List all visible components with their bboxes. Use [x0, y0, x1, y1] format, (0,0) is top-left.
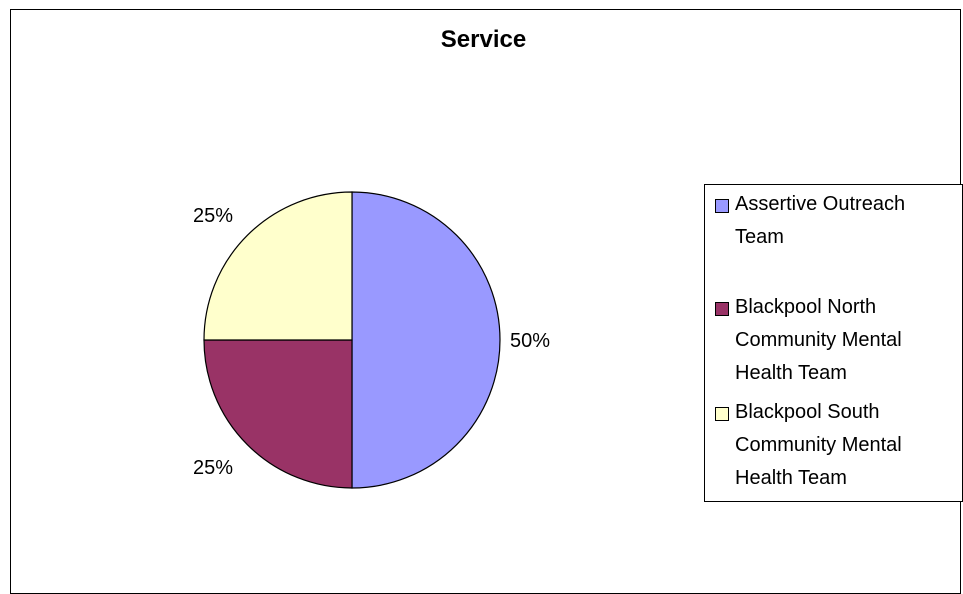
legend-label: Blackpool North Community Mental Health …: [735, 296, 902, 384]
pie-slice-2: [203, 191, 353, 341]
slice-label-2: 25%: [193, 205, 233, 227]
chart-title: Service: [440, 26, 527, 53]
legend-label: Blackpool South Community Mental Health …: [735, 401, 902, 489]
slice-label-1: 25%: [193, 457, 233, 479]
slice-label-0: 50%: [510, 330, 550, 352]
legend-swatch: [715, 407, 729, 421]
legend: Assertive Outreach Team Blackpool North …: [704, 184, 963, 502]
legend-label: Assertive Outreach Team: [735, 193, 906, 248]
legend-item-blackpool-south: Blackpool South Community Mental Health …: [715, 396, 955, 495]
legend-swatch: [715, 302, 729, 316]
legend-item-assertive-outreach: Assertive Outreach Team: [715, 188, 955, 254]
legend-swatch: [715, 199, 729, 213]
legend-item-blackpool-north: Blackpool North Community Mental Health …: [715, 291, 955, 390]
pie-slice-0: [351, 191, 501, 489]
pie-slice-1: [203, 339, 353, 489]
